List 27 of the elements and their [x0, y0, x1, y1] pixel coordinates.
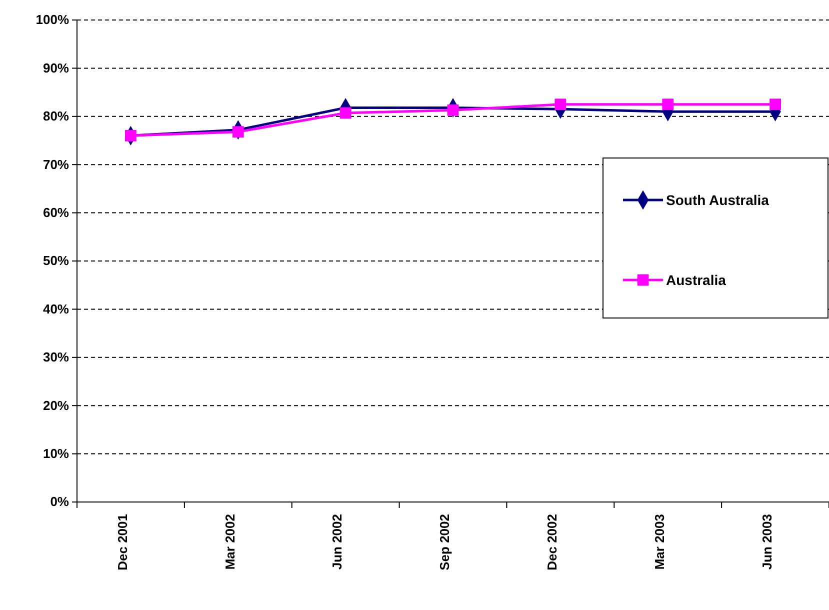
y-tick-label: 10% — [42, 446, 70, 461]
x-tick-label: Sep 2002 — [437, 514, 452, 570]
y-tick-label: 80% — [42, 108, 70, 124]
x-tick-label: Dec 2001 — [114, 514, 130, 570]
point — [662, 98, 674, 110]
point — [232, 126, 244, 138]
y-tick-label: 90% — [42, 60, 70, 76]
x-tick-label: Mar 2003 — [652, 514, 667, 570]
legend-label: Australia — [666, 272, 726, 288]
point — [125, 130, 136, 142]
point — [447, 104, 459, 116]
y-tick-label: 60% — [42, 204, 70, 220]
legend-label: South Australia — [666, 192, 770, 208]
x-tick-label: Jun 2003 — [759, 514, 774, 570]
point — [340, 107, 352, 119]
y-tick-label: 20% — [42, 398, 70, 413]
y-tick-label: 30% — [42, 350, 70, 365]
point — [770, 98, 781, 110]
x-tick-label: Mar 2002 — [222, 514, 238, 570]
x-tick-label: Dec 2002 — [544, 514, 560, 570]
y-tick-label: 70% — [42, 156, 70, 172]
point — [554, 98, 566, 110]
y-tick-label: 100% — [36, 12, 70, 28]
y-tick-label: 50% — [42, 253, 70, 268]
y-tick-label: 40% — [42, 301, 70, 316]
x-tick-label: Jun 2002 — [330, 514, 345, 570]
y-tick-label: 0% — [50, 494, 70, 510]
